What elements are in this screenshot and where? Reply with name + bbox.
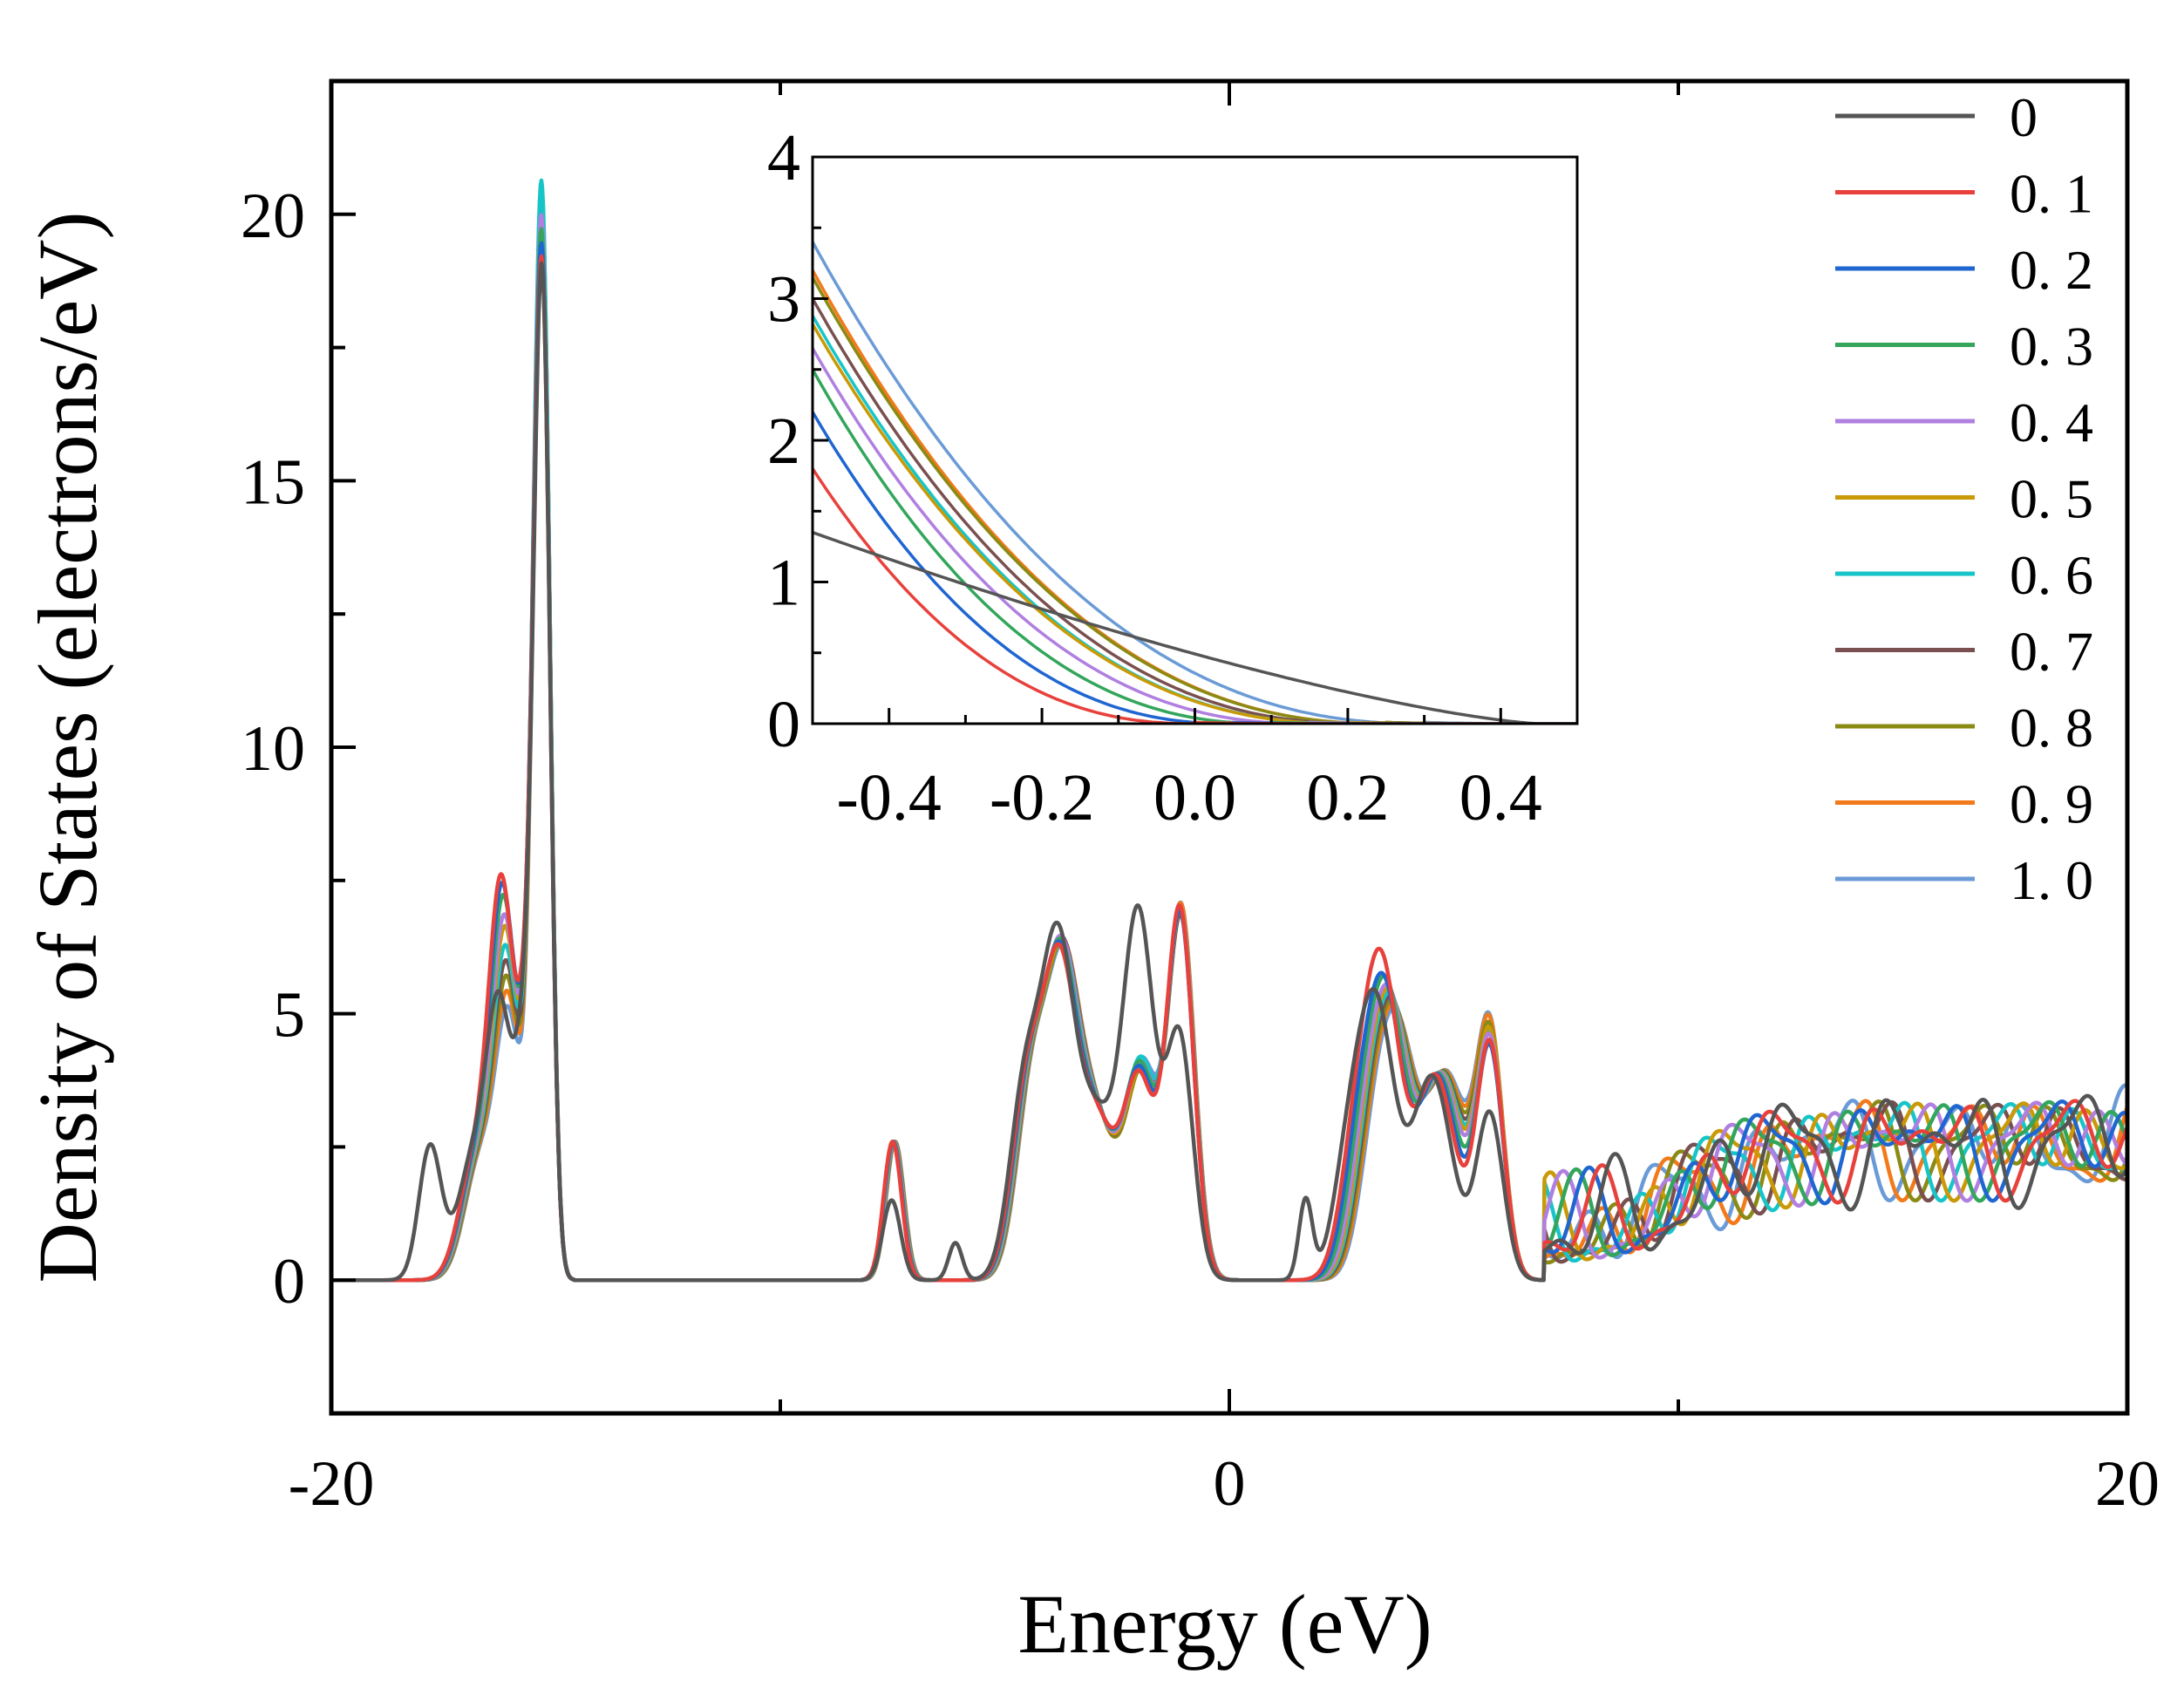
main-series-lines [331, 178, 2127, 1283]
inset-y-tick-label: 1 [767, 547, 800, 620]
legend-label: 0. 6 [2010, 544, 2093, 606]
x-tick-label: 20 [2095, 1448, 2160, 1520]
y-tick-label: 10 [241, 713, 305, 785]
inset-x-tick-label: -0.4 [837, 761, 942, 834]
legend-item: 0. 8 [1835, 697, 2093, 759]
legend-item: 1. 0 [1835, 849, 2093, 911]
legend-item: 0 [1835, 86, 2038, 148]
y-tick-label: 5 [273, 980, 305, 1052]
inset-y-tick-label: 4 [767, 121, 800, 194]
y-tick-label: 20 [241, 180, 305, 252]
legend-item: 0. 7 [1835, 621, 2093, 683]
series-line-0 [331, 261, 2127, 1283]
y-tick-label: 15 [241, 446, 305, 518]
inset-background [813, 157, 1577, 724]
y-tick-label: 0 [273, 1246, 305, 1317]
legend-label: 0. 3 [2010, 316, 2093, 378]
legend-label: 0. 9 [2010, 773, 2093, 835]
legend-label: 0 [2010, 86, 2038, 148]
legend-label: 0. 5 [2010, 468, 2093, 530]
inset-y-tick-label: 0 [767, 688, 800, 761]
legend-label: 0. 8 [2010, 697, 2093, 759]
legend-item: 0. 4 [1835, 391, 2093, 453]
legend-item: 0. 1 [1835, 163, 2093, 225]
legend-item: 0. 3 [1835, 316, 2093, 378]
x-axis-title: Energy (eV) [1017, 1577, 1432, 1671]
inset-plot: -0.4 -0.2 0.0 0.2 0.4 0 1 2 3 4 [767, 121, 1579, 834]
legend-label: 0. 4 [2010, 391, 2093, 453]
main-y-tick-labels: 0 5 10 15 20 [241, 180, 305, 1317]
legend-item: 0. 9 [1835, 773, 2093, 835]
x-tick-label: 0 [1214, 1448, 1246, 1520]
legend-label: 0. 1 [2010, 163, 2093, 225]
legend-label: 1. 0 [2010, 849, 2093, 911]
inset-x-tick-label: 0.0 [1153, 761, 1236, 834]
main-x-tick-labels: -20 0 20 [289, 1448, 2160, 1520]
inset-x-tick-label: -0.2 [990, 761, 1094, 834]
legend-item: 0. 5 [1835, 468, 2093, 530]
x-tick-label: -20 [289, 1448, 375, 1520]
y-axis-title: Density of States (electrons/eV) [21, 212, 114, 1283]
legend: 0 0. 1 0. 2 0. 3 0. 4 0. 5 0. 6 0. 7 0. 8 0. 9 1. … [1835, 86, 2093, 911]
inset-series-line-0 [813, 530, 1577, 724]
inset-y-tick-label: 3 [767, 263, 800, 337]
legend-item: 0. 2 [1835, 239, 2093, 301]
inset-x-tick-label: 0.4 [1459, 761, 1542, 834]
main-ticks [330, 79, 2129, 1415]
inset-ticks [811, 155, 1579, 725]
legend-item: 0. 6 [1835, 544, 2093, 606]
legend-label: 0. 7 [2010, 621, 2093, 683]
inset-x-tick-label: 0.2 [1306, 761, 1389, 834]
legend-label: 0. 2 [2010, 239, 2093, 301]
inset-y-tick-label: 2 [767, 405, 800, 478]
inset-x-tick-labels: -0.4 -0.2 0.0 0.2 0.4 [837, 761, 1542, 834]
inset-y-tick-labels: 0 1 2 3 4 [767, 121, 800, 761]
